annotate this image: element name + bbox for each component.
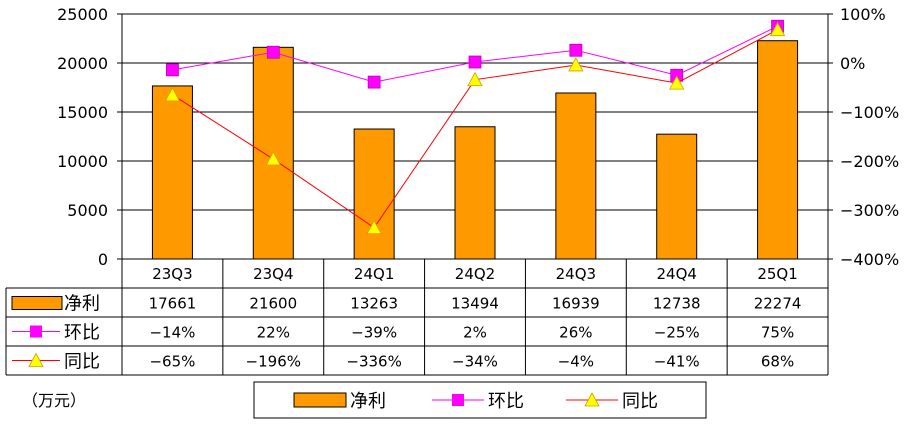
- row-label: 净利: [64, 294, 100, 315]
- row-label: 环比: [64, 323, 100, 344]
- row-label: 同比: [64, 352, 100, 373]
- point-yoy: [769, 21, 786, 37]
- point-yoy: [366, 219, 382, 235]
- unit-label: （万元）: [22, 391, 86, 410]
- table-cell: −336%: [346, 353, 401, 371]
- x-tick-label: 23Q3: [152, 265, 192, 283]
- y-left-tick-label: 25000: [57, 5, 108, 24]
- legend-swatch-bar: [293, 392, 347, 408]
- table-cell: −4%: [558, 353, 594, 371]
- y-right-tick-label: −300%: [840, 201, 899, 220]
- table-cell: 13494: [451, 295, 499, 313]
- table-cell: 26%: [559, 324, 592, 342]
- table-cell: 21600: [249, 295, 297, 313]
- y-left-tick-label: 10000: [57, 152, 108, 171]
- row-key-square-marker: [30, 325, 42, 338]
- y-left-tick-label: 15000: [57, 103, 108, 122]
- x-tick-label: 25Q1: [757, 265, 797, 283]
- point-qoq: [166, 63, 179, 77]
- bar-net-profit: [151, 85, 193, 260]
- point-qoq: [468, 55, 482, 69]
- table-cell: −196%: [246, 353, 301, 371]
- y-right-tick-label: 0%: [840, 54, 865, 73]
- bar-net-profit: [353, 128, 395, 260]
- row-key-bar: [11, 296, 63, 310]
- point-qoq: [569, 43, 583, 57]
- y-left-tick-label: 20000: [57, 54, 108, 73]
- table-cell: 2%: [463, 324, 487, 342]
- table-cell: 17661: [149, 295, 197, 313]
- point-yoy: [265, 151, 281, 166]
- x-tick-label: 24Q2: [455, 265, 495, 283]
- legend-label: 环比: [488, 391, 524, 412]
- bar-net-profit: [656, 133, 698, 260]
- x-tick-label: 24Q3: [556, 265, 596, 283]
- point-yoy: [164, 87, 181, 102]
- point-qoq: [266, 45, 280, 59]
- x-tick-label: 24Q4: [656, 265, 696, 283]
- legend-triangle-marker: [584, 392, 600, 407]
- y-left-tick-label: 5000: [67, 201, 108, 220]
- legend-label: 同比: [622, 391, 658, 412]
- table-cell: 22274: [754, 295, 802, 313]
- y-right-tick-label: −200%: [840, 152, 899, 171]
- table-cell: 68%: [761, 353, 794, 371]
- legend-square-marker: [452, 394, 464, 406]
- point-yoy: [568, 57, 584, 72]
- y-right-tick-label: −400%: [840, 250, 899, 269]
- table-cell: −14%: [149, 324, 195, 342]
- table-cell: 22%: [257, 324, 290, 342]
- bar-net-profit: [757, 40, 799, 260]
- row-key-triangle-marker: [28, 352, 44, 367]
- x-tick-label: 23Q4: [253, 265, 293, 283]
- y-left-tick-label: 0: [98, 250, 108, 269]
- table-cell: −34%: [452, 353, 498, 371]
- y-right-tick-label: −100%: [840, 103, 899, 122]
- y-right-tick-label: 100%: [840, 5, 886, 24]
- bar-net-profit: [454, 126, 496, 260]
- table-cell: −41%: [654, 353, 700, 371]
- table-cell: 75%: [761, 324, 794, 342]
- table-cell: 13263: [350, 295, 398, 313]
- point-yoy: [467, 71, 483, 87]
- table-cell: −39%: [351, 324, 397, 342]
- point-yoy: [669, 75, 685, 90]
- x-tick-label: 24Q1: [354, 265, 394, 283]
- table-cell: −65%: [149, 353, 195, 371]
- table-cell: −25%: [654, 324, 700, 342]
- bar-net-profit: [555, 92, 597, 260]
- table-cell: 12738: [653, 295, 701, 313]
- legend-label: 净利: [350, 391, 386, 412]
- point-qoq: [367, 75, 381, 89]
- table-cell: 16939: [552, 295, 600, 313]
